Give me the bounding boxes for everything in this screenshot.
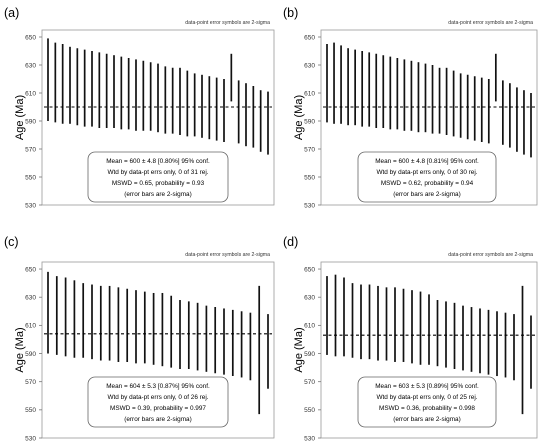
panel-label: (d) bbox=[283, 235, 298, 249]
stats-line: Wtd by data-pt errs only, 0 of 30 rej. bbox=[376, 169, 477, 176]
panel-label: (a) bbox=[4, 6, 19, 20]
stats-line: MSWD = 0.65, probability = 0.93 bbox=[112, 180, 205, 187]
y-tick-label: 650 bbox=[25, 34, 36, 41]
chart-panel-4: (d) data-point error symbols are 2-sigma 5… bbox=[283, 235, 538, 442]
stats-line: (error bars are 2-sigma) bbox=[393, 191, 460, 198]
y-tick-label: 530 bbox=[304, 202, 315, 209]
y-axis-label: Age (Ma) bbox=[293, 327, 305, 372]
error-symbol-note: data-point error symbols are 2-sigma bbox=[448, 252, 533, 258]
y-tick-label: 570 bbox=[25, 146, 36, 153]
chart-panel-3: (c) data-point error symbols are 2-sigma 5… bbox=[4, 235, 275, 442]
stats-box bbox=[357, 151, 497, 203]
y-tick-label: 530 bbox=[25, 202, 36, 209]
y-tick-label: 650 bbox=[304, 34, 315, 41]
y-tick-label: 550 bbox=[25, 407, 36, 414]
y-tick-label: 530 bbox=[304, 435, 315, 442]
y-tick-label: 650 bbox=[304, 266, 315, 273]
stats-line: MSWD = 0.62, probability = 0.94 bbox=[381, 180, 474, 187]
y-tick-label: 530 bbox=[25, 435, 36, 442]
y-tick-label: 650 bbox=[25, 266, 36, 273]
y-tick-label: 630 bbox=[304, 62, 315, 69]
y-tick-label: 550 bbox=[304, 174, 315, 181]
stats-line: Mean = 600 ± 4.8 [0.80%] 95% conf. bbox=[106, 158, 210, 165]
stats-line: Mean = 600 ± 4.8 [0.81%] 95% conf. bbox=[375, 158, 479, 165]
y-tick-label: 570 bbox=[304, 379, 315, 386]
error-symbol-note: data-point error symbols are 2-sigma bbox=[185, 20, 270, 26]
stats-line: Wtd by data-pt errs only, 0 of 25 rej. bbox=[376, 394, 477, 401]
y-axis-label: Age (Ma) bbox=[293, 95, 305, 140]
chart-panel-2: (b) data-point error symbols are 2-sigma 5… bbox=[283, 6, 538, 209]
panel-label: (c) bbox=[4, 235, 19, 249]
y-tick-label: 590 bbox=[25, 118, 36, 125]
stats-box bbox=[87, 376, 229, 428]
stats-box bbox=[357, 376, 497, 428]
y-tick-label: 590 bbox=[25, 351, 36, 358]
y-axis-label: Age (Ma) bbox=[14, 327, 26, 372]
stats-line: Wtd by data-pt errs only, 0 of 31 rej. bbox=[107, 169, 208, 176]
chart-panel-1: (a) data-point error symbols are 2-sigma 5… bbox=[4, 6, 275, 209]
error-symbol-note: data-point error symbols are 2-sigma bbox=[448, 20, 533, 26]
y-axis-label: Age (Ma) bbox=[14, 95, 26, 140]
stats-line: (error bars are 2-sigma) bbox=[393, 416, 460, 423]
stats-box bbox=[87, 151, 229, 203]
stats-line: (error bars are 2-sigma) bbox=[124, 416, 191, 423]
y-tick-label: 630 bbox=[25, 62, 36, 69]
y-tick-label: 550 bbox=[25, 174, 36, 181]
error-symbol-note: data-point error symbols are 2-sigma bbox=[185, 252, 270, 258]
stats-line: Wtd by data-pt errs only, 0 of 26 rej. bbox=[107, 394, 208, 401]
y-tick-label: 590 bbox=[304, 351, 315, 358]
y-tick-label: 610 bbox=[304, 90, 315, 97]
y-tick-label: 610 bbox=[304, 323, 315, 330]
y-tick-label: 610 bbox=[25, 90, 36, 97]
panel-label: (b) bbox=[283, 6, 298, 20]
y-tick-label: 630 bbox=[304, 295, 315, 302]
y-tick-label: 590 bbox=[304, 118, 315, 125]
stats-line: Mean = 603 ± 5.3 [0.89%] 95% conf. bbox=[375, 383, 479, 390]
y-tick-label: 570 bbox=[25, 379, 36, 386]
y-tick-label: 570 bbox=[304, 146, 315, 153]
stats-line: (error bars are 2-sigma) bbox=[124, 191, 191, 198]
stats-line: MSWD = 0.36, probability = 0.998 bbox=[379, 405, 475, 412]
y-tick-label: 630 bbox=[25, 295, 36, 302]
stats-line: Mean = 604 ± 5.3 [0.87%] 95% conf. bbox=[106, 383, 210, 390]
y-tick-label: 610 bbox=[25, 323, 36, 330]
y-tick-label: 550 bbox=[304, 407, 315, 414]
stats-line: MSWD = 0.39, probability = 0.997 bbox=[110, 405, 206, 412]
